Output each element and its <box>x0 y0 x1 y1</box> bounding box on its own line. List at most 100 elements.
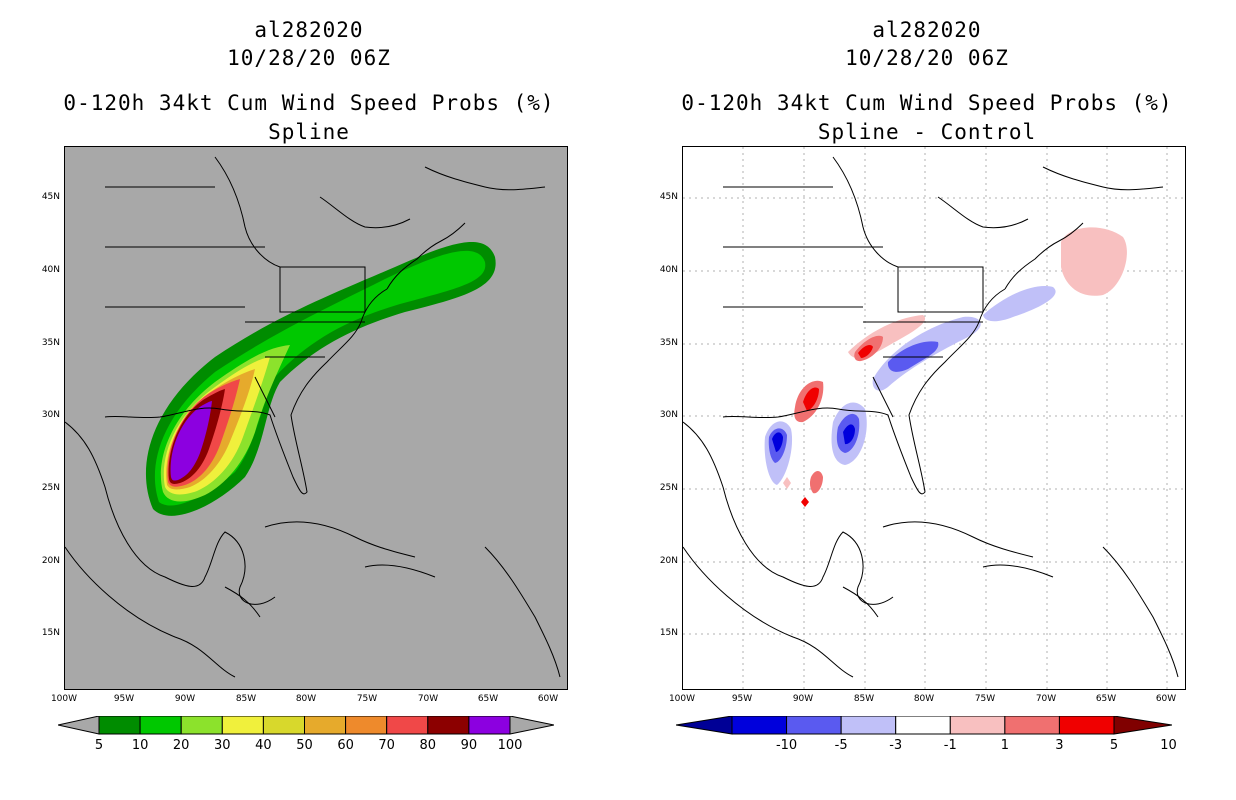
difference-contours <box>764 227 1127 507</box>
colorbar-label: 60 <box>337 738 354 753</box>
colorbar-segment <box>139 715 182 735</box>
colorbar-segment <box>98 715 141 735</box>
colorbar <box>675 715 1173 736</box>
colorbar-label: 1 <box>1000 738 1009 753</box>
lat-label: 15N <box>659 628 678 638</box>
left-panel: al282020 10/28/20 06Z 0-120h 34kt Cum Wi… <box>41 18 568 753</box>
colorbar-segment <box>895 715 951 735</box>
colorbar-label: 100 <box>497 738 523 753</box>
lon-label: 100W <box>50 694 78 704</box>
positive-blob <box>801 497 809 507</box>
colorbar-segment <box>386 715 429 735</box>
negative-blob <box>983 286 1056 322</box>
colorbar-label: 70 <box>378 738 395 753</box>
coastlines <box>683 156 1179 678</box>
right-panel: al282020 10/28/20 06Z 0-120h 34kt Cum Wi… <box>618 0 1236 800</box>
colorbar-label: -5 <box>834 738 848 753</box>
colorbar-segment <box>304 715 347 735</box>
colorbar-label: -10 <box>775 738 798 753</box>
lat-label: 40N <box>41 265 60 275</box>
colorbar-segment <box>949 715 1006 735</box>
colorbar-over-arrow <box>1113 715 1173 735</box>
colorbar-under-arrow <box>675 715 733 735</box>
lat-label: 45N <box>41 192 60 202</box>
lon-label: 95W <box>113 694 135 704</box>
lat-label: 35N <box>659 338 678 348</box>
lat-label: 15N <box>41 628 60 638</box>
negative-blob <box>772 432 783 452</box>
chart-title: 0-120h 34kt Cum Wind Speed Probs (%) <box>681 91 1173 115</box>
colorbar-segment <box>180 715 223 735</box>
lat-label: 25N <box>41 483 60 493</box>
map-canvas <box>683 147 1185 689</box>
colorbar-segment <box>840 715 897 735</box>
colorbar <box>57 715 555 736</box>
lat-label: 40N <box>659 265 678 275</box>
lon-label: 80W <box>913 694 935 704</box>
lon-label: 85W <box>853 694 875 704</box>
lat-label: 25N <box>659 483 678 493</box>
positive-blob <box>803 387 819 411</box>
lon-label: 85W <box>235 694 257 704</box>
lon-label: 70W <box>417 694 439 704</box>
positive-blob <box>783 477 791 489</box>
lat-label: 20N <box>659 556 678 566</box>
colorbar-label: 3 <box>1055 738 1064 753</box>
colorbar-label: -1 <box>943 738 957 753</box>
coastlines <box>65 156 561 678</box>
colorbar-segment <box>427 715 470 735</box>
colorbar-over-arrow <box>509 715 555 735</box>
swath-100pct <box>170 401 212 481</box>
lon-label: 75W <box>356 694 378 704</box>
colorbar-label: 5 <box>1109 738 1119 753</box>
colorbar-svg <box>675 715 1173 735</box>
chart-title: 0-120h 34kt Cum Wind Speed Probs (%) <box>63 91 555 115</box>
storm-id: al282020 <box>872 18 982 42</box>
lat-label: 30N <box>659 410 678 420</box>
probability-map <box>64 146 568 690</box>
map-canvas <box>65 156 561 678</box>
datetime: 10/28/20 06Z <box>845 46 1009 70</box>
colorbar-label: 90 <box>460 738 478 753</box>
datetime: 10/28/20 06Z <box>227 46 391 70</box>
colorbar-segment <box>468 715 511 735</box>
lon-label: 95W <box>731 694 753 704</box>
probability-swath <box>145 242 496 516</box>
colorbar-label: 5 <box>94 738 104 753</box>
colorbar-label: 50 <box>296 738 313 753</box>
colorbar-svg <box>57 715 555 735</box>
colorbar-label: 40 <box>255 738 272 753</box>
chart-subtitle: Spline <box>268 120 350 144</box>
lon-label: 100W <box>668 694 696 704</box>
colorbar-under-arrow <box>57 715 100 735</box>
storm-id: al282020 <box>254 18 364 42</box>
lon-label: 80W <box>295 694 317 704</box>
lat-label: 30N <box>41 410 60 420</box>
positive-blob <box>1061 227 1127 296</box>
lon-label: 60W <box>537 694 559 704</box>
colorbar-segment <box>1004 715 1060 735</box>
difference-map <box>682 146 1186 690</box>
colorbar-label: 30 <box>214 738 231 753</box>
positive-blob <box>858 345 873 358</box>
colorbar-segment <box>731 715 788 735</box>
lon-label: 90W <box>792 694 814 704</box>
positive-blob <box>809 471 823 494</box>
lon-label: 75W <box>974 694 996 704</box>
colorbar-segment <box>1058 715 1115 735</box>
colorbar-label: 20 <box>172 738 190 753</box>
lon-label: 65W <box>477 694 499 704</box>
colorbar-label: -3 <box>889 738 903 753</box>
chart-subtitle: Spline - Control <box>817 120 1037 144</box>
colorbar-segment <box>786 715 842 735</box>
lat-label: 45N <box>659 192 678 202</box>
gridlines <box>683 147 1185 689</box>
lon-label: 70W <box>1035 694 1057 704</box>
colorbar-label: 10 <box>1160 738 1177 753</box>
lon-label: 60W <box>1155 694 1177 704</box>
colorbar-label: 80 <box>419 738 437 753</box>
colorbar-segment <box>345 715 388 735</box>
colorbar-segment <box>262 715 305 735</box>
colorbar-segment <box>221 715 264 735</box>
lat-label: 20N <box>41 556 60 566</box>
